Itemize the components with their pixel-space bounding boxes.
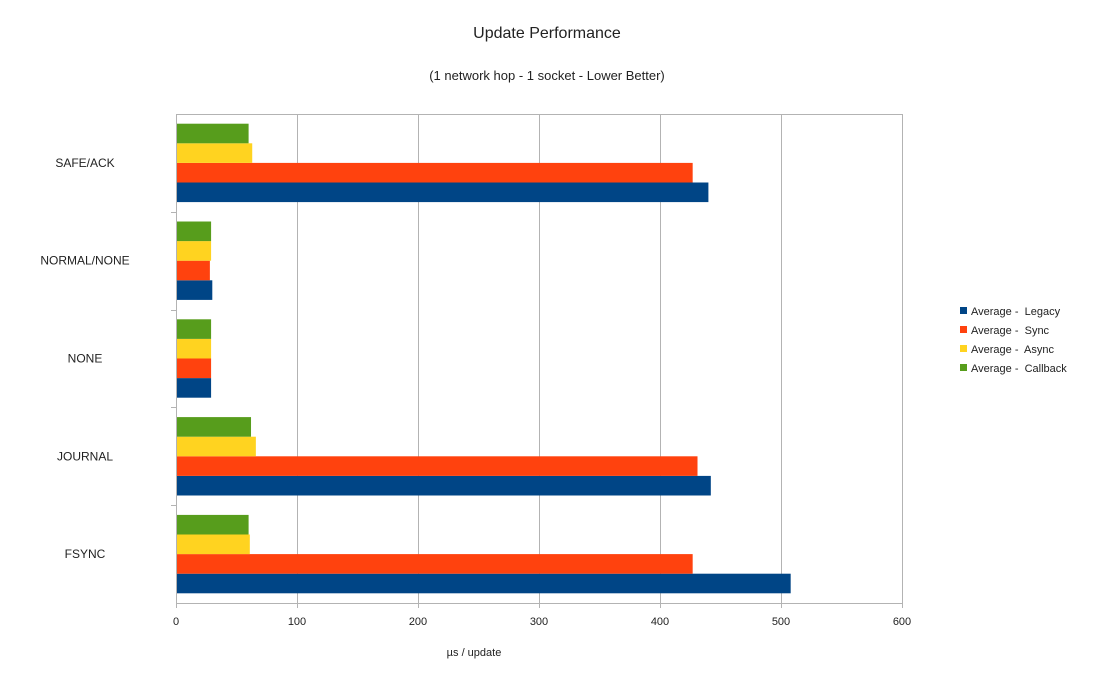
bar-normal-none-average-legacy [176, 280, 213, 300]
bar-journal-average-sync [176, 456, 698, 476]
legend-swatch-average-async [960, 345, 967, 352]
bar-none-average-legacy [176, 378, 212, 398]
bars [176, 123, 791, 594]
bar-safe-ack-average-sync [176, 162, 693, 183]
legend-label-average-async: Average - Async [971, 344, 1054, 356]
x-tick-label-300: 300 [530, 616, 548, 628]
category-label-safe-ack: SAFE/ACK [55, 156, 114, 170]
bar-fsync-average-callback [176, 514, 249, 535]
bar-safe-ack-average-async [176, 143, 253, 163]
axes [171, 114, 903, 608]
bar-fsync-average-legacy [176, 573, 791, 594]
x-tick-label-200: 200 [409, 616, 427, 628]
legend-label-average-callback: Average - Callback [971, 363, 1067, 375]
bar-journal-average-legacy [176, 475, 711, 496]
bar-fsync-average-async [176, 534, 250, 555]
category-label-none: NONE [68, 352, 103, 366]
bar-none-average-callback [176, 319, 212, 339]
category-label-fsync: FSYNC [65, 547, 106, 561]
legend-swatch-average-sync [960, 326, 967, 333]
x-tick-label-500: 500 [772, 616, 790, 628]
x-tick-label-400: 400 [651, 616, 669, 628]
bar-safe-ack-average-legacy [176, 182, 709, 203]
y-axis-category-labels: SAFE/ACK NORMAL/NONE NONE JOURNAL FSYNC [40, 156, 129, 561]
x-tick-label-0: 0 [173, 616, 179, 628]
plot-frame [176, 114, 903, 604]
bar-none-average-async [176, 338, 212, 359]
bar-normal-none-average-sync [176, 260, 210, 281]
chart-title: Update Performance [473, 25, 621, 42]
x-tick-label-100: 100 [288, 616, 306, 628]
x-tick-label-600: 600 [893, 616, 911, 628]
bar-safe-ack-average-callback [176, 123, 249, 144]
category-label-journal: JOURNAL [57, 449, 113, 463]
x-axis-title: µs / update [447, 647, 502, 659]
legend: Average - Legacy Average - Sync Average - … [960, 306, 1067, 375]
chart-subtitle: (1 network hop - 1 socket - Lower Better… [429, 68, 665, 83]
bar-normal-none-average-async [176, 241, 212, 261]
x-axis-tick-labels: 0 100 200 300 400 500 600 [173, 616, 911, 628]
legend-swatch-average-callback [960, 364, 967, 371]
bar-normal-none-average-callback [176, 221, 212, 242]
bar-none-average-sync [176, 358, 212, 379]
legend-label-average-sync: Average - Sync [971, 325, 1050, 337]
bar-journal-average-callback [176, 417, 252, 437]
legend-label-average-legacy: Average - Legacy [971, 306, 1061, 318]
legend-swatch-average-legacy [960, 307, 967, 314]
bar-journal-average-async [176, 436, 256, 457]
bar-fsync-average-sync [176, 554, 693, 574]
category-label-normal-none: NORMAL/NONE [40, 254, 129, 268]
